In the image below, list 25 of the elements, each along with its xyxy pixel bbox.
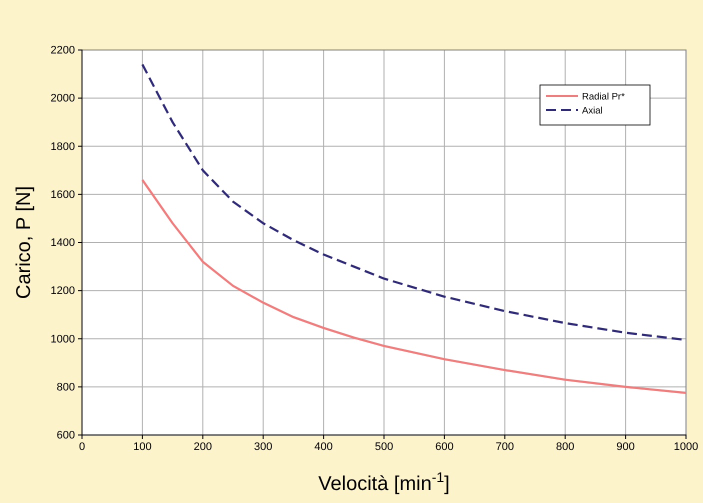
y-axis-title: Carico, P [N]	[13, 186, 35, 299]
x-tick-label: 1000	[674, 440, 698, 453]
x-tick-label: 600	[435, 440, 454, 453]
x-tick-label: 700	[496, 440, 514, 453]
x-axis-title: Velocità [min$^{-1}$]	[318, 469, 450, 495]
legend-label: Radial Pr*	[582, 92, 626, 102]
y-tick-label: 1400	[50, 237, 75, 250]
x-tick-label: 900	[616, 440, 635, 453]
line-series	[141, 178, 688, 394]
y-tick-label: 1800	[50, 140, 75, 153]
legend-label: Axial	[582, 106, 603, 116]
x-tick-label: 400	[314, 440, 333, 453]
y-tick-label: 1600	[50, 188, 75, 201]
x-tick-label: 800	[556, 440, 574, 453]
y-tick-label: 1200	[50, 285, 75, 298]
y-tick-label: 800	[56, 381, 75, 394]
x-tick-label: 0	[78, 440, 86, 453]
x-tick-label: 300	[254, 440, 272, 453]
x-tick-label: 500	[374, 440, 394, 453]
y-tick-label: 2200	[50, 44, 75, 57]
x-tick-label: 200	[194, 440, 212, 453]
x-tick-label: 100	[133, 440, 152, 453]
y-tick-label: 1000	[50, 333, 75, 346]
y-tick-label: 2000	[50, 92, 75, 105]
y-tick-label: 600	[56, 430, 75, 442]
